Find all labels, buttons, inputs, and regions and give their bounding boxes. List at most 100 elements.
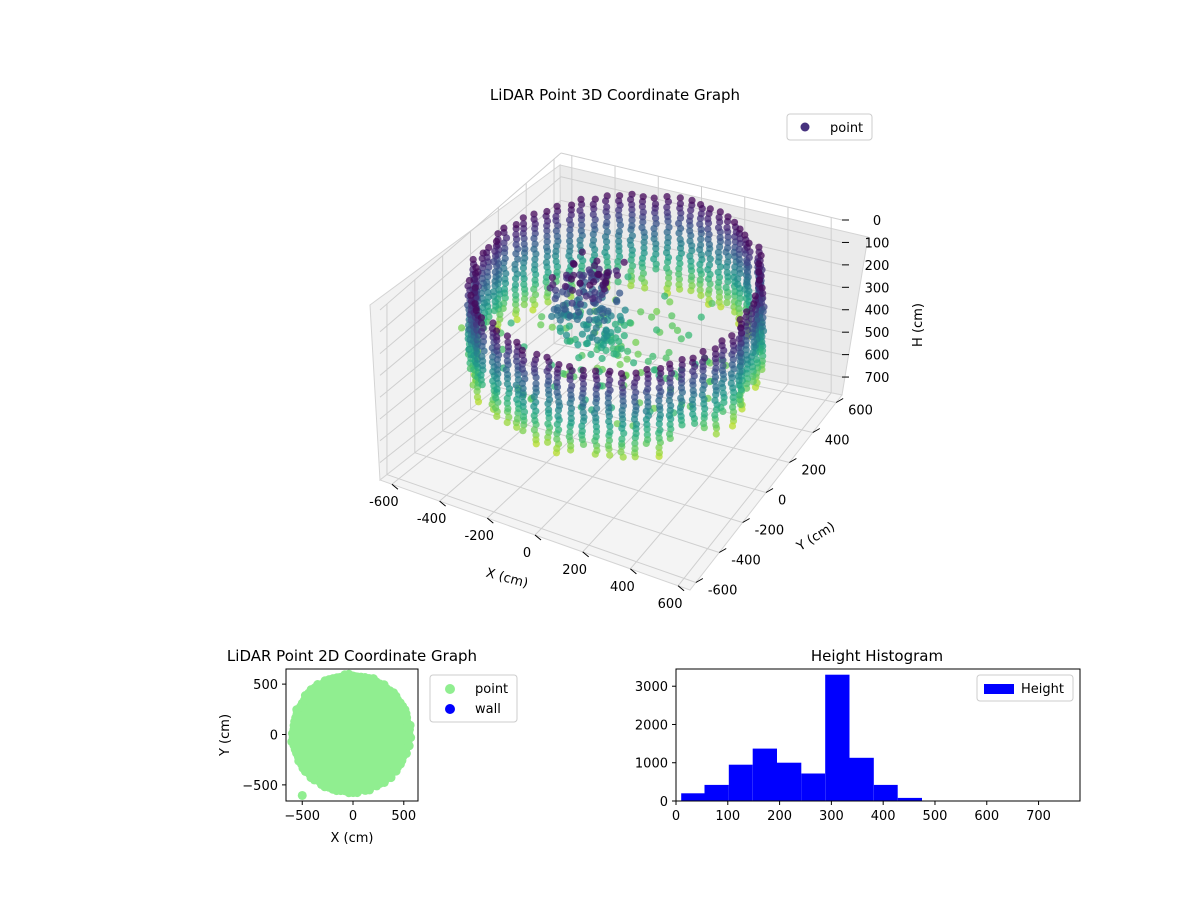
point-3d	[530, 245, 538, 253]
point-3d	[530, 402, 538, 410]
point-3d	[632, 338, 640, 346]
point-3d	[615, 211, 623, 219]
point-3d	[675, 229, 683, 237]
point-3d	[689, 410, 697, 418]
point-3d	[639, 218, 647, 226]
point-3d	[503, 418, 511, 427]
point-3d	[479, 249, 487, 257]
point-3d	[729, 393, 737, 402]
point-3d	[750, 338, 758, 346]
point-3d	[599, 341, 607, 349]
point-3d	[719, 389, 727, 397]
point-3d	[724, 239, 732, 247]
point-3d	[715, 278, 723, 286]
point-3d	[519, 270, 527, 278]
point-3d	[565, 433, 573, 441]
point-3d	[653, 307, 661, 316]
point-3d	[563, 271, 571, 279]
point-3d	[655, 420, 663, 428]
ticks-histogram: 0 100 200 300 400 500 600 700 0 1000 2000 3000	[635, 680, 1051, 824]
point-3d	[492, 237, 501, 245]
point-3d	[628, 232, 637, 240]
x-tick-label-hist: 0	[672, 809, 680, 824]
point-3d	[530, 365, 539, 373]
point-3d	[530, 215, 538, 223]
point-3d	[711, 373, 720, 381]
y-tick-label-hist: 2000	[635, 718, 668, 733]
point-3d	[566, 242, 574, 250]
grid-line	[560, 294, 843, 356]
x-tick-label-hist: 400	[871, 809, 896, 824]
point-3d	[638, 224, 646, 232]
point-3d	[620, 332, 628, 340]
point-3d	[617, 316, 625, 324]
grid-line	[414, 452, 720, 553]
point-3d	[600, 334, 608, 343]
point-3d	[631, 393, 639, 401]
legend-3d-label: point	[830, 121, 863, 136]
point-3d	[507, 319, 515, 327]
point-3d	[655, 434, 663, 442]
point-3d	[644, 357, 652, 365]
point-3d	[473, 336, 481, 344]
point-3d	[714, 268, 722, 276]
point-3d	[626, 319, 634, 327]
x-tick-label-3d: -200	[465, 529, 495, 544]
point-3d	[567, 414, 575, 423]
x-tick-label-2d: 500	[391, 809, 416, 824]
point-3d	[583, 325, 591, 333]
point-3d	[666, 298, 674, 306]
point-3d	[503, 399, 511, 407]
point-3d	[605, 417, 613, 426]
point-3d	[601, 248, 609, 257]
point-3d	[614, 326, 622, 334]
point-3d	[718, 351, 726, 359]
point-3d	[503, 332, 511, 340]
point-3d	[493, 366, 501, 374]
point-3d	[676, 200, 685, 208]
point-3d	[503, 394, 511, 402]
point-3d	[512, 230, 520, 239]
point-3d	[688, 396, 697, 404]
point-3d	[518, 346, 526, 354]
point-3d	[542, 273, 551, 281]
point-3d	[697, 291, 705, 300]
point-3d	[478, 275, 486, 283]
point-3d	[545, 377, 553, 385]
legend-height-swatch	[984, 684, 1014, 694]
point-3d	[675, 265, 683, 273]
point-3d	[543, 207, 551, 216]
chart-2d-title: LiDAR Point 2D Coordinate Graph	[227, 647, 477, 665]
point-3d	[718, 366, 727, 375]
point-3d	[493, 327, 501, 335]
point-3d	[687, 206, 695, 214]
point-3d	[677, 384, 686, 392]
point-3d	[687, 262, 695, 270]
point-3d	[511, 275, 520, 283]
point-3d	[699, 347, 707, 356]
point-3d	[628, 216, 636, 224]
point-3d	[513, 415, 522, 423]
point-3d	[566, 372, 574, 380]
legend-3d-marker	[800, 122, 810, 132]
ticks-3d: -600 -400 -200 0 200 400 600 -600 -400 -200 0 200 40…	[369, 214, 889, 612]
point-3d	[514, 255, 522, 263]
point-3d	[567, 409, 575, 417]
point-3d	[603, 269, 611, 277]
point-3d	[621, 306, 629, 314]
point-3d	[566, 363, 574, 371]
point-3d	[727, 379, 735, 387]
z-tick-label-3d: 200	[865, 259, 890, 274]
y-tick-mark-3d	[718, 548, 727, 553]
point-3d	[543, 252, 551, 261]
point-3d	[575, 289, 583, 297]
point-3d	[712, 430, 720, 438]
point-3d	[579, 409, 587, 417]
point-3d	[566, 312, 574, 320]
x-tick-mark-3d	[677, 585, 685, 592]
point-3d	[567, 442, 575, 450]
point-3d	[736, 265, 744, 273]
point-3d	[492, 394, 500, 402]
point-3d	[591, 288, 599, 297]
